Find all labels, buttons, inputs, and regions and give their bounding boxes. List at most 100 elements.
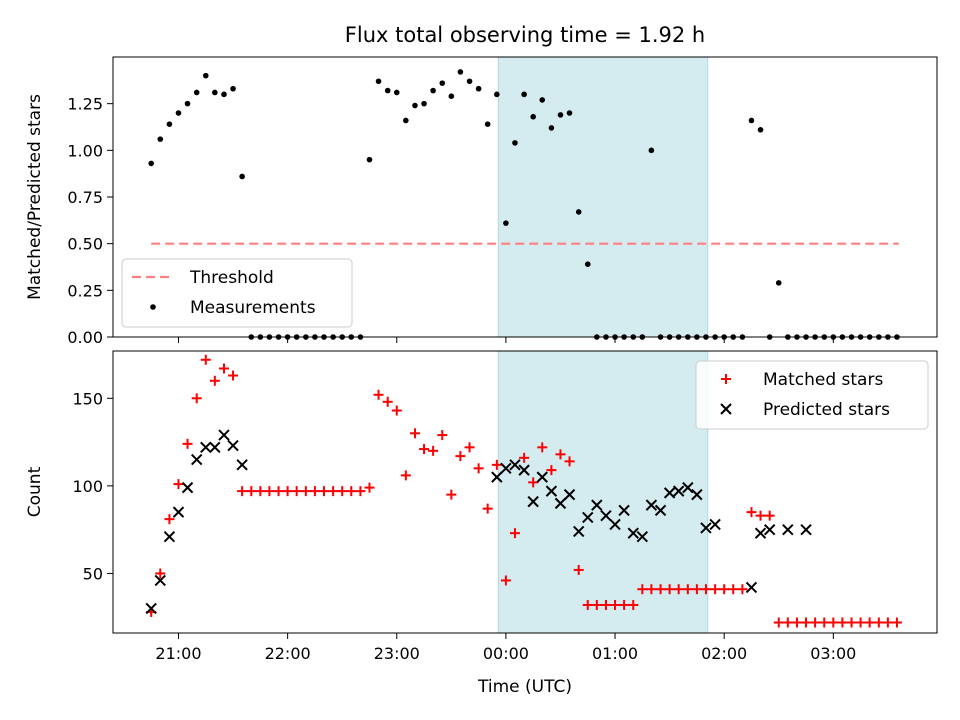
measurement-point <box>512 140 518 146</box>
x-tick-label: 01:00 <box>592 644 638 663</box>
matched-star-point <box>182 438 193 449</box>
matched-star-point <box>155 568 166 579</box>
matched-star-point <box>628 599 639 610</box>
x-tick-label: 22:00 <box>265 644 311 663</box>
measurement-point <box>212 89 218 96</box>
measurement-point <box>775 280 782 286</box>
matched-star-point <box>873 617 884 628</box>
matched-star-point <box>682 584 693 595</box>
bottom-axes-frame <box>112 350 938 634</box>
bottom-panel: 21:00 22:00 23:00 00:00 01:00 02:00 03:00 50 100… <box>72 350 938 663</box>
top-legend: Threshold Measurements <box>121 258 353 328</box>
matched-star-point <box>464 442 475 453</box>
measurement-point <box>757 127 764 133</box>
measurement-point <box>530 113 536 120</box>
predicted-star-point <box>163 530 176 543</box>
matched-star-point <box>528 477 539 488</box>
predicted-star-point <box>536 471 548 483</box>
matched-star-point <box>591 599 602 610</box>
matched-star-point <box>546 465 557 476</box>
measurement-point <box>539 97 546 103</box>
matched-star-point <box>246 486 257 497</box>
predicted-star-point <box>172 506 185 518</box>
matched-star-point <box>200 354 211 365</box>
matched-star-point <box>228 370 239 381</box>
matched-star-point <box>755 510 766 521</box>
matched-star-point <box>564 456 575 467</box>
measurement-point <box>466 78 473 85</box>
measurement-point <box>521 91 527 98</box>
legend-measurements-label: Measurements <box>190 298 316 318</box>
measurement-point <box>548 125 555 131</box>
matched-star-point <box>237 486 248 497</box>
top-y-axis-label: Matched/Predicted stars <box>25 94 45 300</box>
predicted-star-point <box>682 481 694 494</box>
predicted-star-point <box>218 429 230 441</box>
matched-star-point <box>455 451 466 462</box>
measurement-point <box>484 121 491 127</box>
y-tick-label: 0.75 <box>67 188 103 207</box>
matched-star-point <box>409 428 420 439</box>
matched-star-point <box>328 486 339 497</box>
matched-star-point <box>555 449 566 460</box>
measurement-point <box>148 160 154 167</box>
matched-star-point <box>446 489 457 500</box>
matched-star-point <box>819 617 830 628</box>
predicted-star-point <box>663 487 676 499</box>
predicted-star-point <box>554 497 567 510</box>
matched-star-point <box>801 617 812 628</box>
predicted-star-point <box>645 499 658 511</box>
matched-star-point <box>482 503 493 514</box>
predicted-star-point <box>754 527 767 539</box>
matched-star-point <box>637 584 648 595</box>
legend-measurements-swatch <box>150 304 156 310</box>
measurement-point <box>648 147 655 154</box>
matched-star-point <box>846 617 857 628</box>
x-tick-label: 03:00 <box>810 644 856 663</box>
predicted-star-point <box>572 525 585 538</box>
x-tick-label: 23:00 <box>374 644 420 663</box>
matched-star-point <box>255 486 266 497</box>
matched-star-point <box>773 617 784 628</box>
predicted-star-point <box>763 523 776 536</box>
matched-star-point <box>391 405 402 416</box>
y-tick-label: 0.25 <box>67 281 103 300</box>
matched-star-point <box>719 584 730 595</box>
measurement-point <box>494 91 500 98</box>
predicted-star-point <box>154 574 166 587</box>
matched-star-point <box>382 396 393 407</box>
legend-predicted-swatch <box>720 403 732 415</box>
predicted-star-point <box>654 504 667 517</box>
matched-star-point <box>746 507 757 518</box>
measurement-point <box>375 78 382 85</box>
matched-star-point <box>655 584 666 595</box>
predicted-star-point <box>227 439 239 452</box>
predicted-star-point <box>700 522 712 534</box>
measurement-point <box>566 110 573 116</box>
matched-star-point <box>664 584 675 595</box>
measurement-point <box>403 117 409 124</box>
measurement-point <box>557 112 564 118</box>
matched-star-point <box>610 599 621 610</box>
matched-star-point <box>864 617 875 628</box>
matched-star-point <box>173 479 184 490</box>
measurement-point <box>439 80 446 86</box>
matched-star-point <box>837 617 848 628</box>
y-tick-label: 0.50 <box>67 235 103 254</box>
matched-star-point <box>309 486 320 497</box>
matched-star-point <box>164 514 175 525</box>
measurement-point <box>448 93 455 99</box>
x-axis-label: Time (UTC) <box>477 677 572 697</box>
predicted-star-point <box>145 602 157 615</box>
matched-star-point <box>891 617 902 628</box>
matched-star-point <box>419 444 430 455</box>
bottom-y-axis-label: Count <box>25 466 45 517</box>
y-tick-label: 50 <box>83 564 103 583</box>
predicted-star-point <box>236 459 248 471</box>
predicted-star-point <box>782 523 794 536</box>
legend-threshold-label: Threshold <box>189 268 274 288</box>
matched-star-point <box>619 599 630 610</box>
predicted-star-point <box>600 509 612 522</box>
matched-star-point <box>782 617 793 628</box>
predicted-star-point <box>709 518 721 531</box>
